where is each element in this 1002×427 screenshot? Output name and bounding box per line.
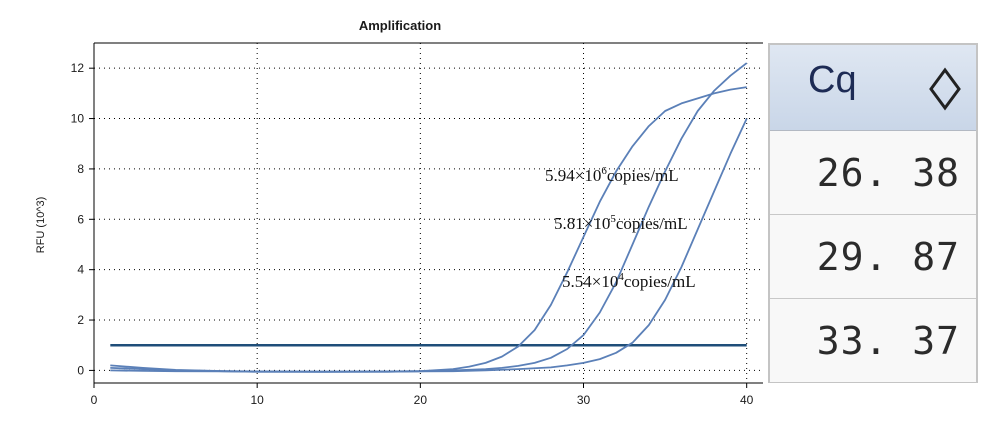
- y-tick-label: 6: [77, 212, 84, 226]
- y-tick-label: 0: [77, 363, 84, 377]
- y-tick-label: 12: [71, 61, 85, 75]
- y-tick-label: 4: [77, 263, 84, 277]
- amplification-curves: [110, 62, 748, 373]
- axes: [89, 42, 763, 388]
- annotation-label: 5.94×106copies/mL: [545, 165, 679, 185]
- x-tick-label: 10: [250, 393, 264, 407]
- cq-row[interactable]: 33. 37: [770, 299, 976, 382]
- x-tick-label: 20: [414, 393, 428, 407]
- amplification-chart: Amplification RFU (10^3) 0 2 4 6 8 10 12 0 10 20 3…: [35, 18, 763, 407]
- x-tick-label: 0: [91, 393, 98, 407]
- tick-labels: 0 2 4 6 8 10 12 0 10 20 30 40: [71, 61, 754, 407]
- chart-title: Amplification: [359, 18, 441, 33]
- y-tick-label: 10: [71, 112, 85, 126]
- cq-table: Cq 26. 38 29. 87 33. 37: [768, 43, 978, 383]
- x-tick-label: 30: [577, 393, 591, 407]
- y-axis-label: RFU (10^3): [35, 197, 47, 254]
- cq-row[interactable]: 26. 38: [770, 131, 976, 215]
- annotation-label: 5.81×105copies/mL: [554, 213, 688, 233]
- cq-row[interactable]: 29. 87: [770, 215, 976, 299]
- cq-value: 29. 87: [816, 235, 960, 279]
- cq-value: 33. 37: [816, 319, 960, 363]
- cq-column-header[interactable]: Cq: [770, 45, 976, 131]
- diamond-sort-icon[interactable]: [928, 67, 962, 111]
- cq-header-label: Cq: [808, 59, 857, 101]
- y-tick-label: 8: [77, 162, 84, 176]
- y-tick-label: 2: [77, 313, 84, 327]
- gridlines: [94, 43, 763, 383]
- annotations: 5.94×106copies/mL 5.81×105copies/mL 5.54×1…: [545, 165, 696, 291]
- annotation-label: 5.54×104copies/mL: [562, 271, 696, 291]
- amplification-curve-3: [110, 118, 748, 373]
- cq-value: 26. 38: [816, 151, 960, 195]
- x-tick-label: 40: [740, 393, 754, 407]
